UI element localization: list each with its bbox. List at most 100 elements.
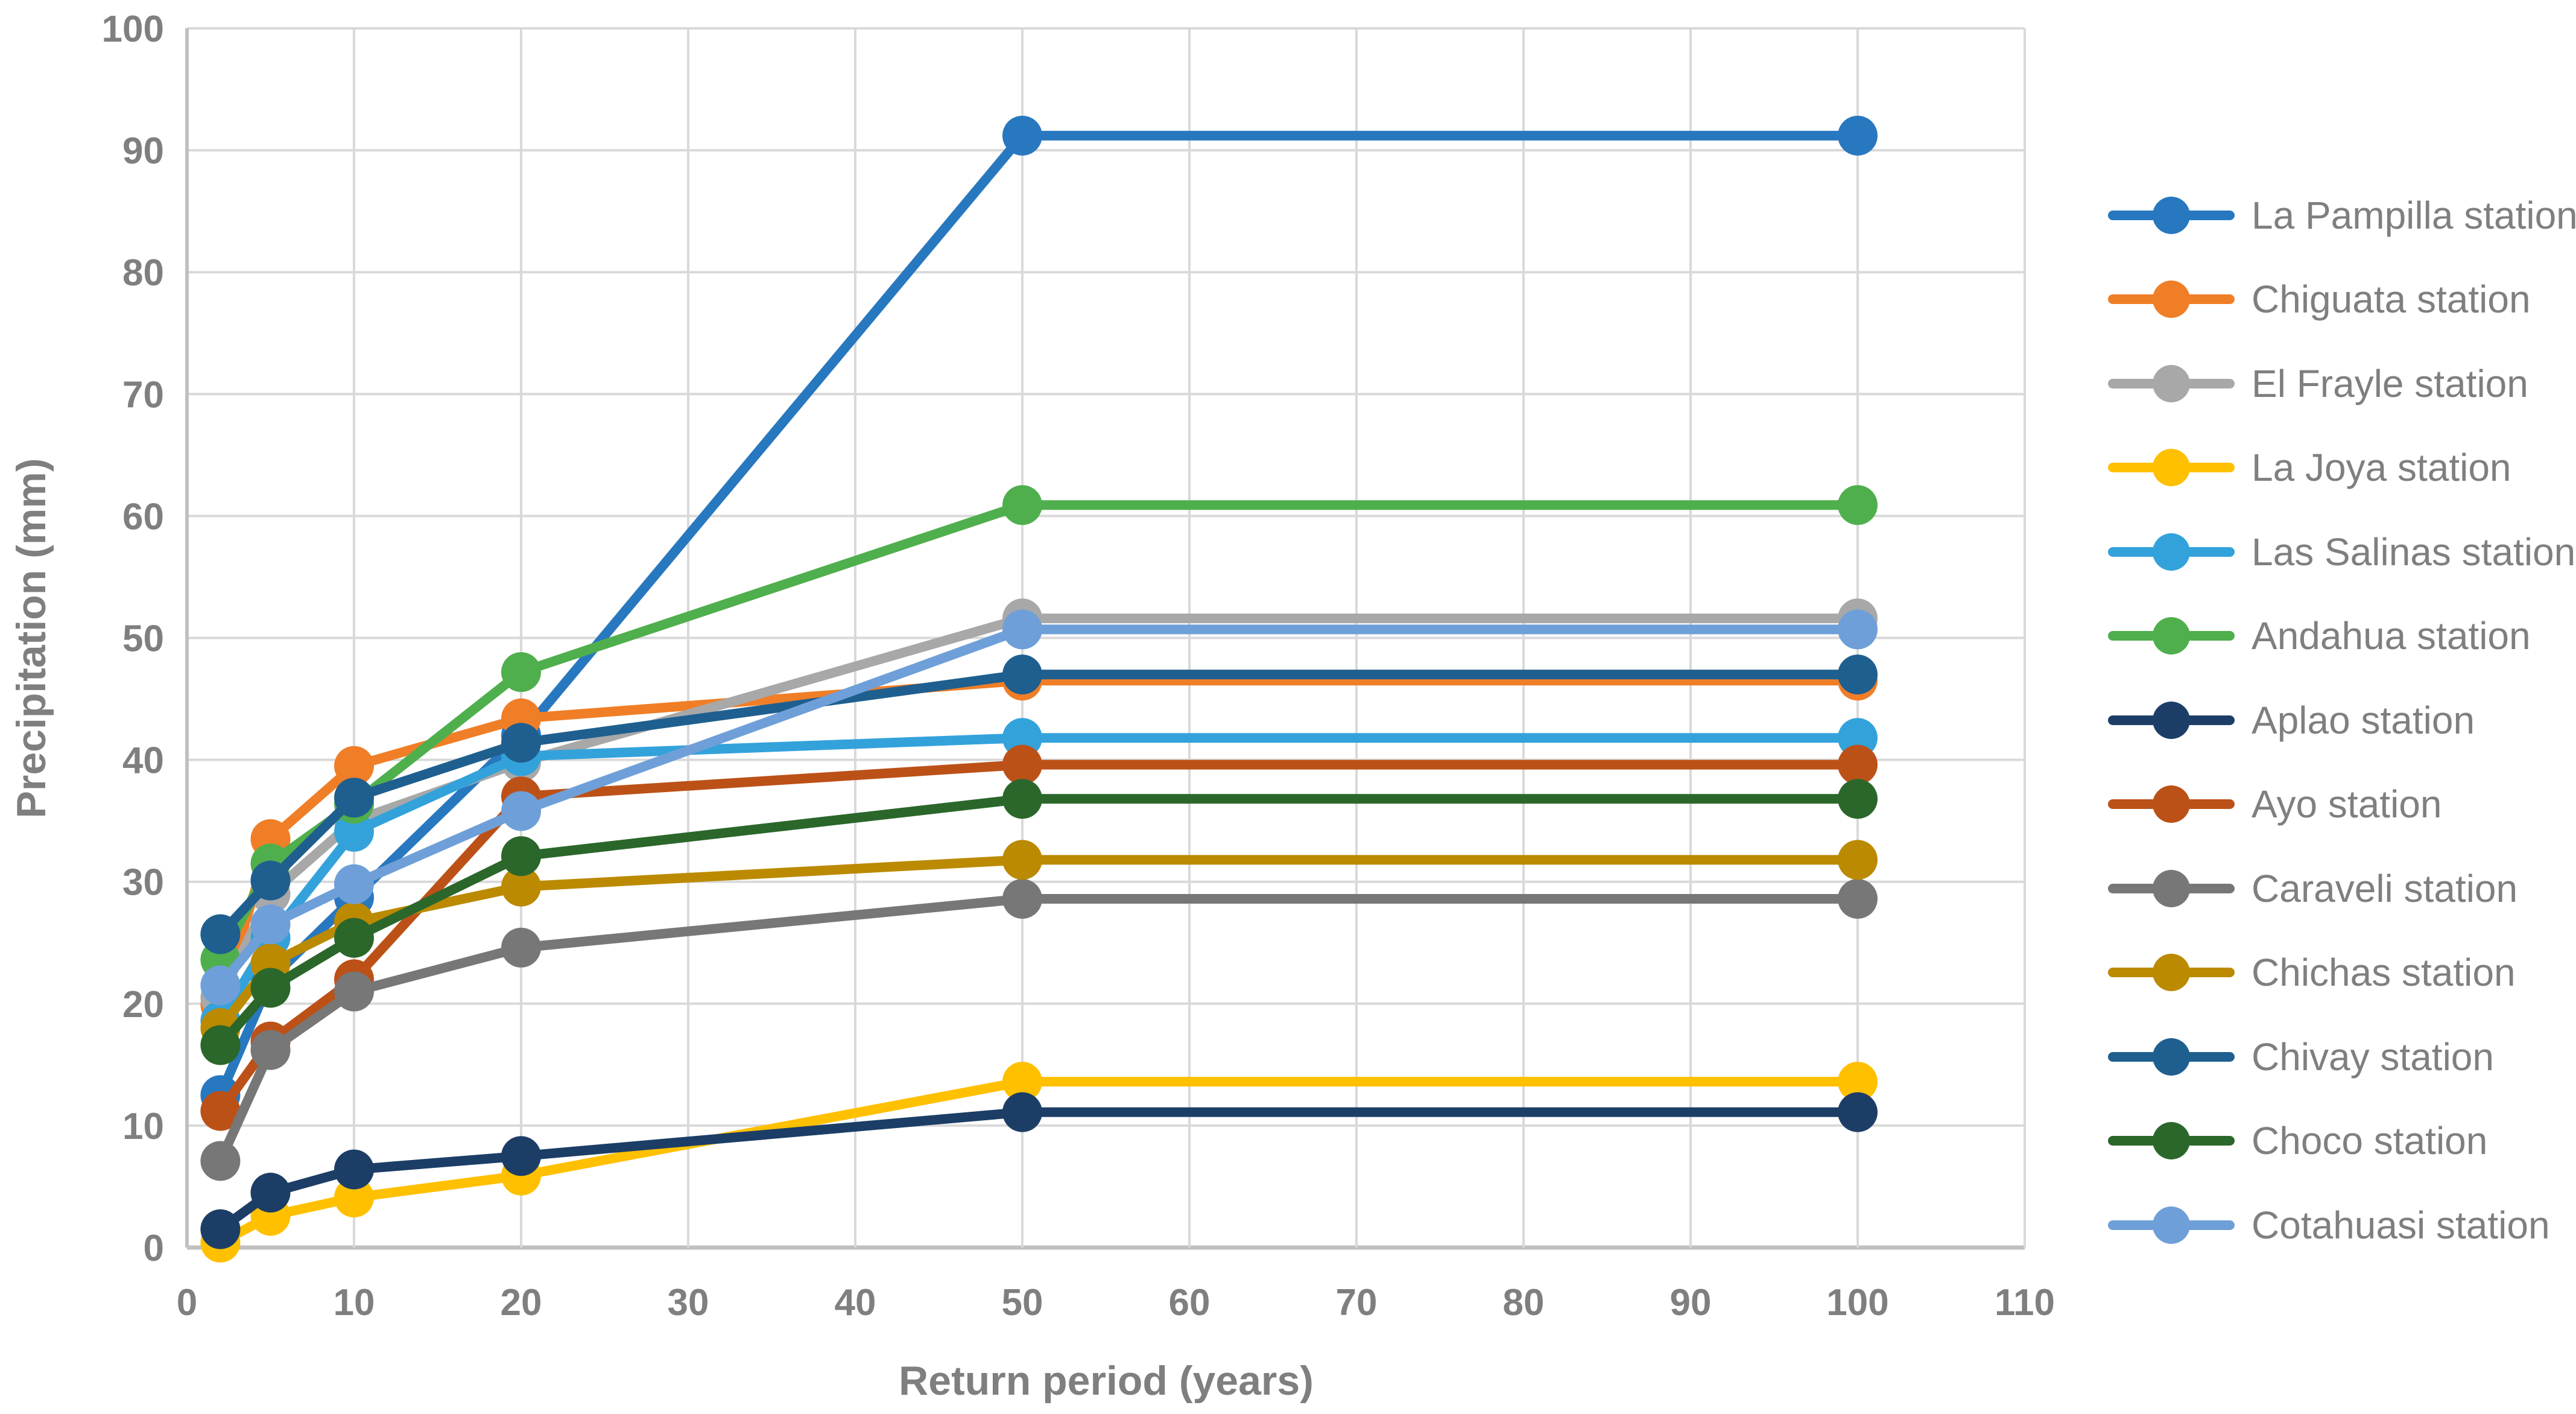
legend-line-marker-icon (2108, 1038, 2235, 1076)
data-point-marker[interactable] (1002, 115, 1042, 156)
data-point-marker[interactable] (1002, 744, 1042, 785)
legend-item-aplao-station[interactable]: Aplao station (2108, 678, 2572, 762)
y-axis-tick-labels: 0 10 20 30 40 50 60 70 80 90 100 (102, 8, 164, 1269)
x-tick-label: 60 (1169, 1282, 1210, 1324)
data-point-marker[interactable] (250, 968, 291, 1008)
series-cotahuasi-station (200, 609, 1878, 1006)
data-point-marker[interactable] (1002, 485, 1042, 525)
data-point-marker[interactable] (1838, 655, 1878, 695)
data-point-marker[interactable] (334, 864, 374, 904)
data-point-marker[interactable] (1838, 1062, 1878, 1102)
data-point-marker[interactable] (200, 1025, 241, 1065)
data-point-marker[interactable] (1002, 1062, 1042, 1102)
x-tick-label: 110 (1995, 1282, 2055, 1324)
legend: La Pampilla station Chiguata station El Fr… (2108, 173, 2576, 1267)
data-point-marker[interactable] (501, 723, 541, 763)
legend-label: La Pampilla station (2252, 193, 2576, 237)
data-point-marker[interactable] (334, 778, 374, 818)
legend-item-las-salinas-station[interactable]: Las Salinas station (2108, 510, 2575, 594)
legend-label: Caraveli station (2252, 866, 2518, 910)
x-tick-label: 40 (835, 1282, 876, 1324)
data-point-marker[interactable] (250, 1030, 291, 1070)
legend-item-la-pampilla-station[interactable]: La Pampilla station (2108, 173, 2576, 258)
y-tick-label: 100 (102, 8, 164, 50)
legend-line-marker-icon (2108, 869, 2235, 907)
x-tick-label: 50 (1002, 1282, 1043, 1324)
legend-item-chivay-station[interactable]: Chivay station (2108, 1015, 2572, 1099)
data-point-marker[interactable] (1838, 485, 1878, 525)
data-point-marker[interactable] (200, 1091, 241, 1131)
data-point-marker[interactable] (334, 746, 374, 786)
legend-label: Ayo station (2252, 782, 2442, 826)
series-lines (200, 115, 1878, 1263)
y-tick-label: 80 (122, 252, 164, 294)
legend-label: Aplao station (2252, 698, 2475, 742)
data-point-marker[interactable] (250, 860, 291, 901)
data-point-marker[interactable] (1838, 609, 1878, 650)
data-point-marker[interactable] (1002, 779, 1042, 819)
legend-item-ayo-station[interactable]: Ayo station (2108, 762, 2572, 847)
data-point-marker[interactable] (200, 965, 241, 1006)
data-point-marker[interactable] (1838, 878, 1878, 919)
x-tick-label: 100 (1826, 1282, 1888, 1324)
legend-dot-icon (2153, 701, 2190, 739)
legend-item-choco-station[interactable]: Choco station (2108, 1099, 2572, 1184)
x-tick-label: 80 (1503, 1282, 1545, 1324)
legend-line-marker-icon (2108, 1122, 2235, 1160)
legend-line-marker-icon (2108, 533, 2235, 571)
data-point-marker[interactable] (1002, 1092, 1042, 1132)
legend-item-cotahuasi-station[interactable]: Cotahuasi station (2108, 1183, 2572, 1267)
series-aplao-station (200, 1092, 1878, 1249)
legend-item-el-frayle-station[interactable]: El Frayle station (2108, 341, 2572, 426)
data-point-marker[interactable] (200, 1141, 241, 1181)
data-point-marker[interactable] (501, 652, 541, 693)
y-tick-label: 20 (122, 984, 164, 1026)
legend-line-marker-icon (2108, 785, 2235, 823)
legend-line-marker-icon (2108, 364, 2235, 402)
y-tick-label: 0 (144, 1228, 164, 1269)
data-point-marker[interactable] (1002, 840, 1042, 880)
data-point-marker[interactable] (501, 791, 541, 831)
legend-dot-icon (2153, 1038, 2190, 1076)
y-tick-label: 70 (122, 374, 164, 416)
legend-item-chichas-station[interactable]: Chichas station (2108, 931, 2572, 1015)
data-point-marker[interactable] (250, 904, 291, 945)
legend-label: Chivay station (2252, 1035, 2494, 1079)
data-point-marker[interactable] (1002, 878, 1042, 919)
data-point-marker[interactable] (334, 918, 374, 958)
legend-label: Cotahuasi station (2252, 1203, 2550, 1247)
data-point-marker[interactable] (1838, 779, 1878, 819)
data-point-marker[interactable] (1002, 609, 1042, 650)
data-point-marker[interactable] (1838, 744, 1878, 785)
data-point-marker[interactable] (250, 1173, 291, 1213)
data-point-marker[interactable] (1002, 655, 1042, 695)
legend-line-marker-icon (2108, 449, 2235, 487)
data-point-marker[interactable] (334, 811, 374, 852)
x-axis-tick-labels: 0 10 20 30 40 50 60 70 80 90 100 110 (177, 1282, 2055, 1324)
legend-dot-icon (2153, 1122, 2190, 1160)
legend-item-caraveli-station[interactable]: Caraveli station (2108, 846, 2572, 931)
data-point-marker[interactable] (200, 914, 241, 954)
legend-item-chiguata-station[interactable]: Chiguata station (2108, 258, 2572, 342)
data-point-marker[interactable] (1838, 840, 1878, 880)
data-point-marker[interactable] (334, 1178, 374, 1218)
series-line (215, 893, 1862, 1166)
data-point-marker[interactable] (200, 1209, 241, 1249)
legend-label: Choco station (2252, 1119, 2488, 1163)
legend-line-marker-icon (2108, 954, 2235, 992)
data-point-marker[interactable] (1838, 115, 1878, 156)
legend-line-marker-icon (2108, 701, 2235, 739)
gridlines (185, 27, 2026, 1250)
y-tick-label: 90 (122, 130, 164, 172)
data-point-marker[interactable] (334, 971, 374, 1012)
data-point-marker[interactable] (501, 1136, 541, 1176)
data-point-marker[interactable] (1838, 1092, 1878, 1132)
legend-label: Chiguata station (2252, 277, 2531, 322)
x-tick-label: 0 (177, 1282, 197, 1324)
data-point-marker[interactable] (501, 866, 541, 907)
data-point-marker[interactable] (501, 836, 541, 877)
data-point-marker[interactable] (501, 927, 541, 968)
data-point-marker[interactable] (334, 1149, 374, 1190)
legend-item-la-joya-station[interactable]: La Joya station (2108, 426, 2572, 510)
legend-item-andahua-station[interactable]: Andahua station (2108, 594, 2572, 679)
